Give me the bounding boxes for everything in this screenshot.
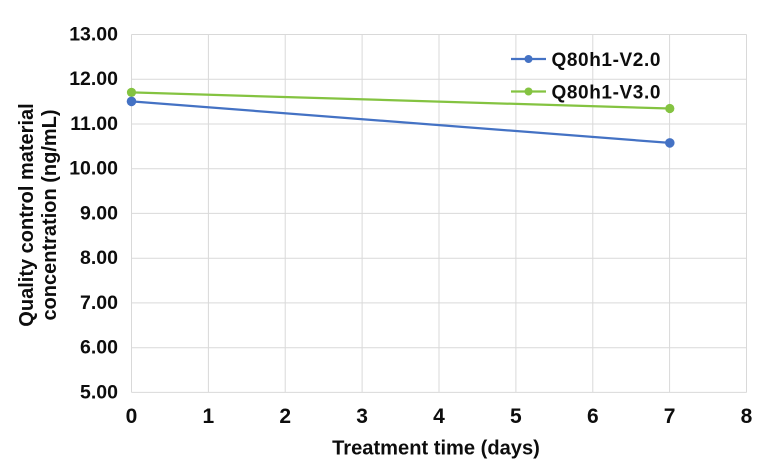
svg-text:6: 6 [587, 405, 599, 428]
svg-text:8.00: 8.00 [80, 247, 118, 269]
svg-text:2: 2 [279, 405, 291, 428]
svg-text:10.00: 10.00 [69, 158, 118, 180]
svg-text:11.00: 11.00 [70, 113, 118, 135]
svg-text:6.00: 6.00 [80, 337, 118, 359]
svg-text:Q80h1-V2.0: Q80h1-V2.0 [552, 50, 662, 71]
svg-text:1: 1 [203, 405, 215, 428]
svg-text:8: 8 [741, 405, 753, 428]
svg-text:Treatment time (days): Treatment time (days) [332, 438, 540, 460]
svg-text:7.00: 7.00 [80, 292, 118, 314]
svg-text:12.00: 12.00 [69, 68, 118, 90]
svg-text:7: 7 [664, 405, 676, 428]
svg-text:5: 5 [510, 405, 522, 428]
svg-text:9.00: 9.00 [80, 202, 118, 224]
svg-text:Q80h1-V3.0: Q80h1-V3.0 [552, 83, 662, 104]
svg-text:0: 0 [126, 405, 138, 428]
svg-text:3: 3 [356, 405, 368, 428]
svg-text:4: 4 [433, 405, 445, 428]
svg-text:Quality control material: Quality control material [16, 103, 38, 326]
svg-text:concentration (ng/mL): concentration (ng/mL) [39, 109, 61, 320]
svg-text:13.00: 13.00 [69, 24, 118, 46]
svg-text:5.00: 5.00 [80, 381, 118, 403]
